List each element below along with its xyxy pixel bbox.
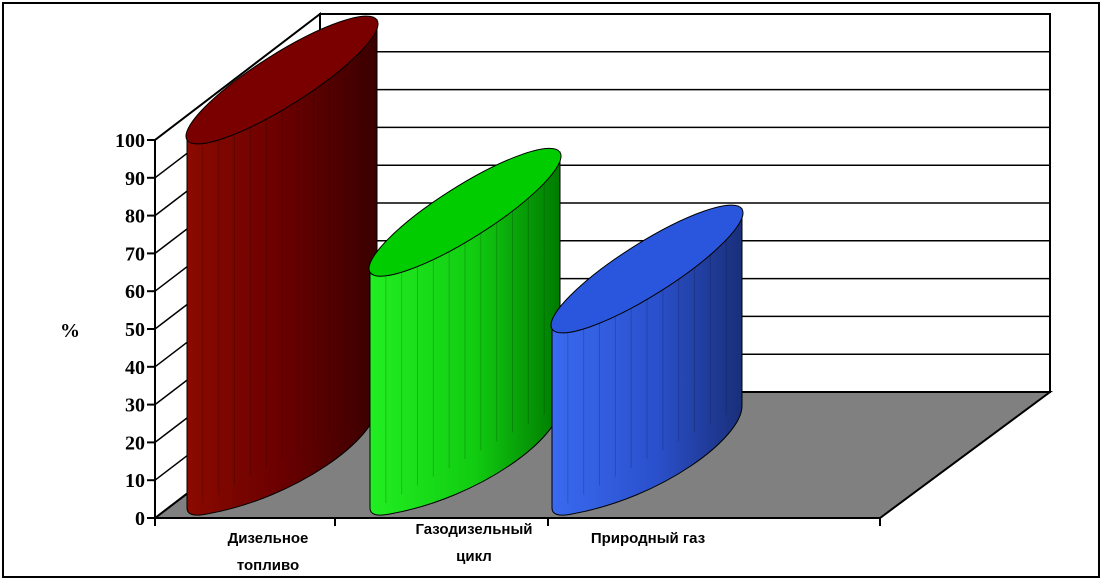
y-tick-label: 50 — [125, 319, 145, 341]
y-tick-label: 60 — [125, 281, 145, 303]
y-tick-label: 30 — [125, 395, 145, 417]
y-axis-label: % — [60, 320, 80, 342]
bar-cylinder — [550, 204, 744, 516]
y-tick-label: 0 — [135, 508, 145, 530]
y-ticks: 0 10 20 30 40 50 60 70 80 90 100 — [115, 130, 155, 530]
y-tick-label: 10 — [125, 470, 145, 492]
y-tick-label: 70 — [125, 243, 145, 265]
x-category-label: Дизельное — [228, 530, 309, 547]
y-tick-label: 80 — [125, 206, 145, 228]
bar-body — [551, 208, 743, 516]
bar-top-ellipse — [550, 204, 744, 334]
y-tick-label: 20 — [125, 432, 145, 454]
x-category-label: топливо — [237, 557, 299, 574]
gridline-side — [154, 13, 321, 141]
bar-top-ellipse — [368, 147, 562, 277]
x-category-label: Природный газ — [591, 530, 705, 547]
x-labels: Дизельное топливо Газодизельный цикл Природн… — [154, 518, 881, 574]
bars — [185, 15, 744, 516]
bar-top-ellipse — [185, 15, 379, 145]
x-category-label: цикл — [456, 548, 492, 565]
y-tick-label: 100 — [115, 130, 145, 152]
y-tick-label: 90 — [125, 168, 145, 190]
bar-cylinder — [368, 147, 562, 516]
y-tick-label: 40 — [125, 357, 145, 379]
bar-cylinder — [185, 15, 379, 516]
x-category-label: Газодизельный — [415, 521, 532, 538]
